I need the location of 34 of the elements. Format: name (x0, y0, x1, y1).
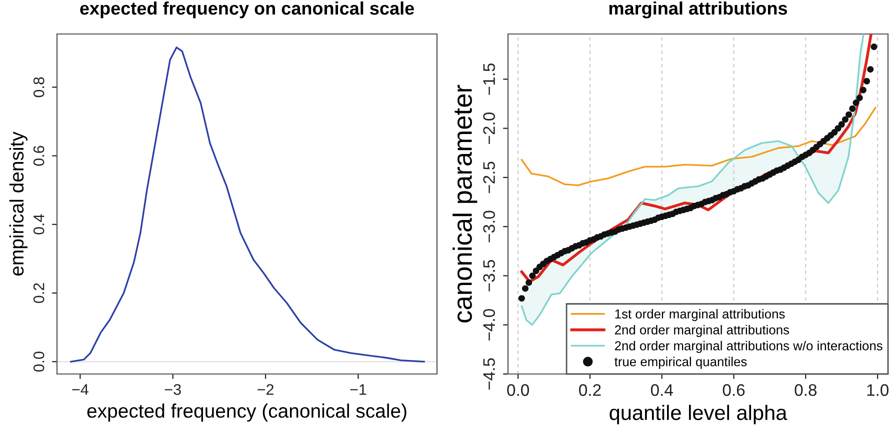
y-tick-label: −3.5 (483, 260, 495, 292)
x-tick-label: 0.4 (650, 384, 673, 396)
x-tick-label: −3 (164, 384, 181, 395)
legend-label: 2nd order marginal attributions (614, 324, 790, 337)
y-tick-label: −2.0 (483, 112, 495, 144)
x-tick-label: 0.8 (794, 384, 817, 396)
legend-label: 2nd order marginal attributions w/o interactions (614, 340, 882, 353)
x-tick-label: −2 (258, 384, 274, 395)
y-tick-label: 0.4 (33, 214, 44, 234)
chart-title: marginal attributions (609, 1, 788, 18)
legend-label: true empirical quantiles (614, 356, 747, 369)
x-axis-title: quantile level alpha (610, 404, 788, 424)
line-series (520, 106, 876, 186)
x-tick-label: −4 (72, 384, 88, 395)
y-axis-title: empirical density (9, 132, 28, 276)
chart-title: expected frequency on canonical scale (80, 1, 414, 18)
y-tick-label: −4.5 (483, 358, 495, 390)
line-series (70, 46, 425, 362)
x-tick-label: 0.2 (579, 384, 601, 396)
y-tick-label: 0.6 (33, 146, 44, 166)
y-tick-label: −1.5 (483, 63, 495, 95)
y-axis-title: canonical parameter (452, 84, 478, 322)
y-tick-label: −4.0 (483, 309, 495, 340)
x-tick-label: 0.0 (507, 384, 529, 396)
y-tick-label: −2.5 (483, 162, 495, 194)
x-tick-label: 0.6 (722, 384, 745, 396)
y-tick-label: −3.0 (483, 210, 495, 242)
y-tick-label: 0.0 (33, 352, 44, 372)
y-tick-label: 0.2 (33, 283, 44, 304)
legend-label: 1st order marginal attributions (615, 309, 785, 322)
x-tick-label: −1 (350, 384, 366, 395)
y-tick-label: 0.8 (33, 77, 44, 98)
x-tick-label: 1.0 (867, 384, 889, 396)
x-axis-title: expected frequency (canonical scale) (87, 404, 406, 422)
